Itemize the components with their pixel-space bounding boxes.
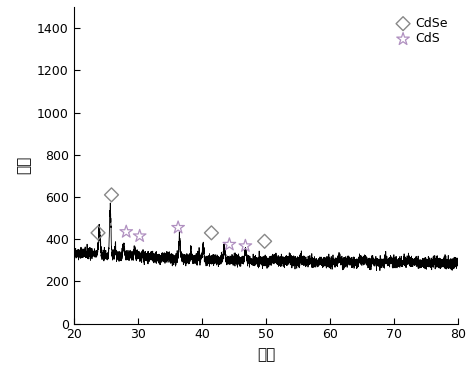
CdS: [226, 242, 233, 248]
CdSe: [108, 192, 115, 198]
Legend: CdSe, CdS: CdSe, CdS: [392, 13, 452, 49]
CdSe: [208, 230, 215, 236]
CdSe: [261, 238, 268, 244]
Y-axis label: 强度: 强度: [17, 156, 31, 175]
CdSe: [94, 230, 102, 236]
CdS: [123, 229, 130, 235]
CdS: [175, 225, 182, 231]
CdS: [136, 233, 143, 239]
CdS: [242, 243, 249, 249]
X-axis label: 角度: 角度: [257, 347, 275, 362]
